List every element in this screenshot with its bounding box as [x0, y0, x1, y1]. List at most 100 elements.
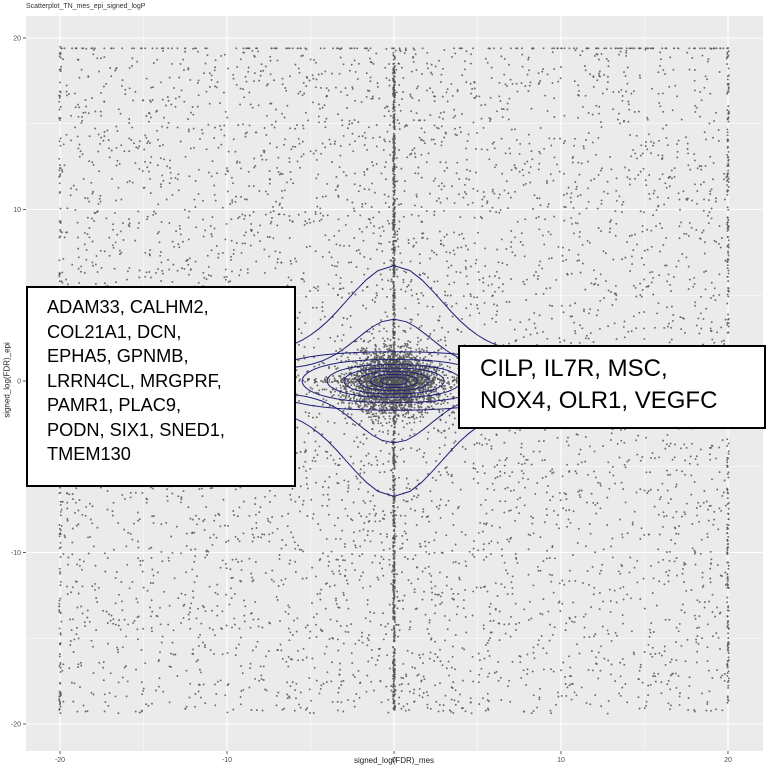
data-point — [312, 456, 315, 459]
data-point — [486, 202, 489, 205]
data-point — [383, 138, 386, 141]
data-point — [239, 103, 242, 106]
data-point — [695, 507, 698, 509]
data-point — [639, 663, 642, 666]
data-point — [434, 142, 436, 145]
data-point — [650, 281, 653, 284]
data-point — [264, 495, 267, 498]
data-point — [320, 218, 323, 221]
data-point — [188, 273, 190, 276]
data-point — [670, 169, 673, 172]
data-point — [643, 337, 646, 340]
data-point — [588, 523, 591, 525]
data-point — [586, 570, 589, 573]
data-point — [454, 689, 457, 692]
data-point — [676, 150, 679, 153]
data-point — [288, 639, 291, 642]
data-point — [233, 592, 236, 595]
data-point — [420, 72, 423, 75]
data-point — [304, 411, 307, 414]
data-point — [699, 552, 702, 555]
data-point — [219, 525, 222, 528]
data-point — [189, 627, 192, 630]
data-point — [106, 508, 109, 511]
data-point — [518, 512, 521, 515]
data-point — [232, 252, 235, 255]
data-point — [614, 680, 617, 683]
data-point — [120, 84, 123, 87]
data-point — [718, 612, 721, 615]
data-point — [328, 585, 331, 588]
data-point — [548, 257, 551, 260]
data-point — [150, 546, 153, 549]
data-point — [167, 556, 170, 559]
data-point — [369, 221, 372, 224]
data-point — [259, 665, 262, 668]
data-point — [255, 645, 258, 648]
data-point — [475, 258, 478, 261]
data-point — [317, 103, 320, 106]
data-point — [571, 161, 574, 164]
data-point — [420, 153, 423, 156]
data-point — [397, 203, 400, 206]
data-point — [724, 504, 727, 507]
data-point — [255, 527, 258, 529]
data-point — [283, 189, 286, 192]
data-point — [425, 210, 428, 212]
data-point — [318, 559, 321, 562]
data-point — [226, 169, 229, 172]
data-point — [387, 429, 390, 432]
data-point — [463, 648, 466, 651]
data-point — [647, 490, 650, 493]
data-point — [451, 94, 454, 97]
data-point — [108, 613, 110, 616]
data-point — [413, 588, 416, 591]
data-point — [662, 511, 665, 514]
data-point — [524, 182, 527, 185]
data-point — [506, 102, 509, 105]
data-point — [588, 241, 591, 244]
data-point — [673, 167, 676, 170]
data-point — [409, 327, 412, 330]
data-point — [451, 55, 454, 58]
data-point — [538, 698, 541, 701]
data-point — [658, 498, 661, 501]
data-point — [159, 606, 161, 609]
data-point — [202, 218, 204, 221]
data-point — [486, 148, 489, 151]
data-point — [416, 85, 419, 88]
data-point — [578, 652, 581, 655]
data-point — [325, 537, 328, 540]
data-point — [252, 536, 255, 539]
data-point — [712, 523, 715, 526]
data-point — [106, 622, 109, 624]
data-point — [645, 471, 648, 474]
data-point — [198, 684, 201, 686]
data-point — [496, 541, 499, 544]
data-point — [363, 131, 366, 134]
data-point — [359, 184, 362, 187]
data-point — [279, 643, 282, 646]
data-point — [354, 546, 357, 549]
data-point — [472, 477, 475, 480]
data-point — [286, 525, 289, 528]
data-point — [339, 276, 342, 279]
data-point — [679, 208, 681, 211]
data-point — [386, 315, 389, 318]
data-point — [221, 653, 224, 656]
data-point — [555, 523, 558, 526]
data-point — [454, 127, 456, 130]
data-point — [422, 510, 425, 513]
data-point — [355, 340, 358, 343]
data-point — [368, 512, 371, 515]
data-point — [570, 698, 573, 701]
data-point — [251, 49, 254, 52]
data-point — [226, 684, 229, 687]
data-point — [708, 446, 711, 449]
data-point — [419, 656, 422, 659]
data-point — [373, 225, 376, 228]
data-point — [183, 208, 186, 211]
data-point — [386, 535, 388, 538]
data-point — [621, 258, 624, 261]
data-point — [404, 180, 406, 183]
